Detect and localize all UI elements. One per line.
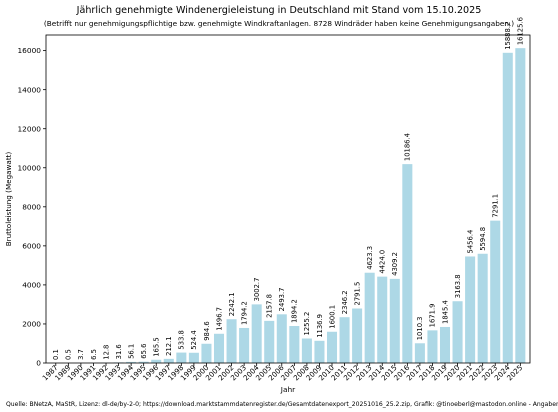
bar <box>251 304 262 363</box>
bar-value-label: 31.6 <box>115 344 123 359</box>
bar <box>490 220 501 363</box>
bar-value-label: 15888.2 <box>504 22 512 50</box>
bar <box>352 308 363 363</box>
bar-value-label: 1255.2 <box>303 312 311 336</box>
bar-value-label: 0.1 <box>52 349 60 360</box>
bar-value-label: 4424.0 <box>379 250 387 274</box>
y-tick-label: 0 <box>36 359 41 368</box>
bar <box>339 317 350 363</box>
chart-title: Jährlich genehmigte Windenergieleistung … <box>76 5 482 16</box>
source-note: Quelle: BNetzA, MaStR, Lizenz: dl-de/by-… <box>6 400 558 408</box>
bar <box>414 343 425 363</box>
bar-value-label: 12.8 <box>102 345 110 360</box>
bar-value-label: 2346.2 <box>341 290 349 314</box>
bar <box>402 164 413 363</box>
bar-value-label: 1010.3 <box>416 316 424 340</box>
bar <box>138 361 149 363</box>
bar-value-label: 2242.1 <box>228 292 236 316</box>
bar-value-label: 524.4 <box>190 330 198 349</box>
bar-value-label: 3163.8 <box>454 274 462 298</box>
bar <box>427 330 438 363</box>
bar <box>477 253 488 363</box>
bar <box>502 52 513 363</box>
chart-subtitle: (Betrifft nur genehmigungspflichtige bzw… <box>44 19 514 28</box>
bar <box>163 358 174 363</box>
bar <box>264 320 275 363</box>
bar-value-label: 7291.1 <box>492 194 500 218</box>
bar-value-label: 2157.8 <box>266 294 274 318</box>
bar <box>226 319 237 363</box>
bar-value-label: 16125.6 <box>517 17 525 45</box>
y-tick-label: 16000 <box>17 46 41 55</box>
bar <box>314 340 325 363</box>
y-tick-label: 10000 <box>17 163 41 172</box>
bar-value-label: 212.1 <box>165 336 173 355</box>
bar <box>326 331 338 363</box>
plot-frame <box>45 34 531 364</box>
bar <box>289 326 300 363</box>
bar-value-label: 1894.2 <box>291 299 299 323</box>
bar-value-label: 1794.2 <box>240 301 248 325</box>
bar-value-label: 1136.9 <box>316 314 324 338</box>
y-tick-label: 4000 <box>22 281 41 290</box>
bar-value-label: 6.5 <box>90 349 98 360</box>
bar <box>239 327 250 363</box>
bar-value-label: 4309.2 <box>391 252 399 276</box>
bar <box>151 359 162 363</box>
y-tick-label: 6000 <box>22 241 41 250</box>
bar-value-label: 2791.5 <box>353 282 361 306</box>
bar <box>439 326 451 363</box>
bar <box>364 272 375 363</box>
bar-value-label: 1671.9 <box>429 304 437 328</box>
bar <box>452 301 463 363</box>
bar-value-label: 1600.1 <box>328 305 336 329</box>
bar <box>276 314 287 363</box>
bar-value-label: 10186.4 <box>404 133 412 161</box>
y-tick-label: 12000 <box>17 124 41 133</box>
bar-value-label: 533.8 <box>178 330 186 349</box>
bar-value-label: 3002.7 <box>253 278 261 302</box>
bar <box>126 361 137 363</box>
bar <box>301 338 312 363</box>
bar <box>188 352 199 363</box>
bar <box>213 333 225 363</box>
bar-value-label: 0.5 <box>65 349 73 360</box>
bar <box>465 256 476 363</box>
bar <box>377 276 388 363</box>
y-tick-label: 14000 <box>17 85 41 94</box>
x-axis-label: Jahr <box>280 385 296 394</box>
bar <box>201 343 212 363</box>
y-tick-label: 2000 <box>22 320 41 329</box>
bar-value-label: 165.5 <box>153 337 161 356</box>
bar-value-label: 3.7 <box>77 349 85 360</box>
bar <box>515 48 526 363</box>
bar-value-label: 1845.4 <box>441 300 449 324</box>
bar <box>176 352 187 363</box>
bar-value-label: 56.1 <box>127 344 135 359</box>
bar-value-label: 1496.7 <box>215 307 223 331</box>
y-tick-label: 8000 <box>22 202 41 211</box>
bar-value-label: 5456.4 <box>466 230 474 254</box>
plot-area: 0 2000 4000 6000 8000 10000 12000 14000 16000 0.1… <box>17 17 526 382</box>
bar <box>389 278 400 363</box>
bar-value-label: 2493.7 <box>278 288 286 312</box>
bar-value-label: 984.6 <box>203 321 211 340</box>
bar-value-label: 65.6 <box>140 344 148 359</box>
y-axis-label: Bruttoleistung (Megawatt) <box>4 152 13 247</box>
bar-value-label: 4623.3 <box>366 246 374 270</box>
bar-value-label: 5594.8 <box>479 227 487 251</box>
